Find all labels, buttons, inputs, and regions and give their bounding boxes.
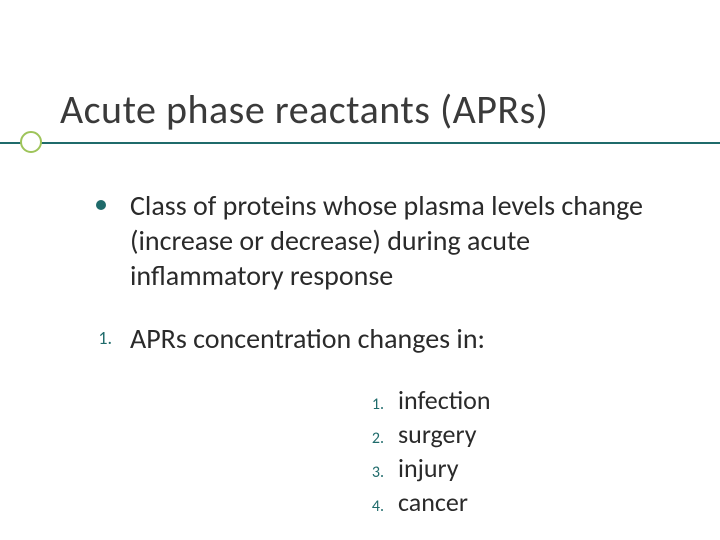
content-area: Class of proteins whose plasma levels ch… (60, 188, 660, 518)
title-underline-wrap (60, 142, 660, 152)
bullet-dot-icon (96, 200, 106, 210)
slide-title: Acute phase reactants (APRs) (60, 85, 660, 134)
sublist-text: infection (398, 384, 491, 416)
sublist-number: 2. (366, 429, 384, 448)
title-underline (0, 142, 720, 144)
sublist-item: 1. infection (366, 384, 660, 416)
slide: Acute phase reactants (APRs) Class of pr… (0, 0, 720, 540)
bullet-item: Class of proteins whose plasma levels ch… (96, 188, 660, 293)
sublist-text: cancer (398, 486, 468, 518)
sublist-number: 3. (366, 463, 384, 482)
numbered-text: APRs concentration changes in: (130, 321, 485, 356)
sublist-item: 2. surgery (366, 418, 660, 450)
sublist-item: 4. cancer (366, 486, 660, 518)
sublist: 1. infection 2. surgery 3. injury 4. can… (366, 384, 660, 518)
sublist-text: surgery (398, 418, 476, 450)
numbered-item: 1. APRs concentration changes in: (96, 321, 660, 356)
sublist-number: 1. (366, 395, 384, 414)
bullet-text: Class of proteins whose plasma levels ch… (130, 188, 660, 293)
sublist-number: 4. (366, 497, 384, 516)
sublist-text: injury (398, 452, 458, 484)
number-marker: 1. (96, 327, 112, 349)
accent-circle-icon (20, 131, 42, 153)
sublist-item: 3. injury (366, 452, 660, 484)
